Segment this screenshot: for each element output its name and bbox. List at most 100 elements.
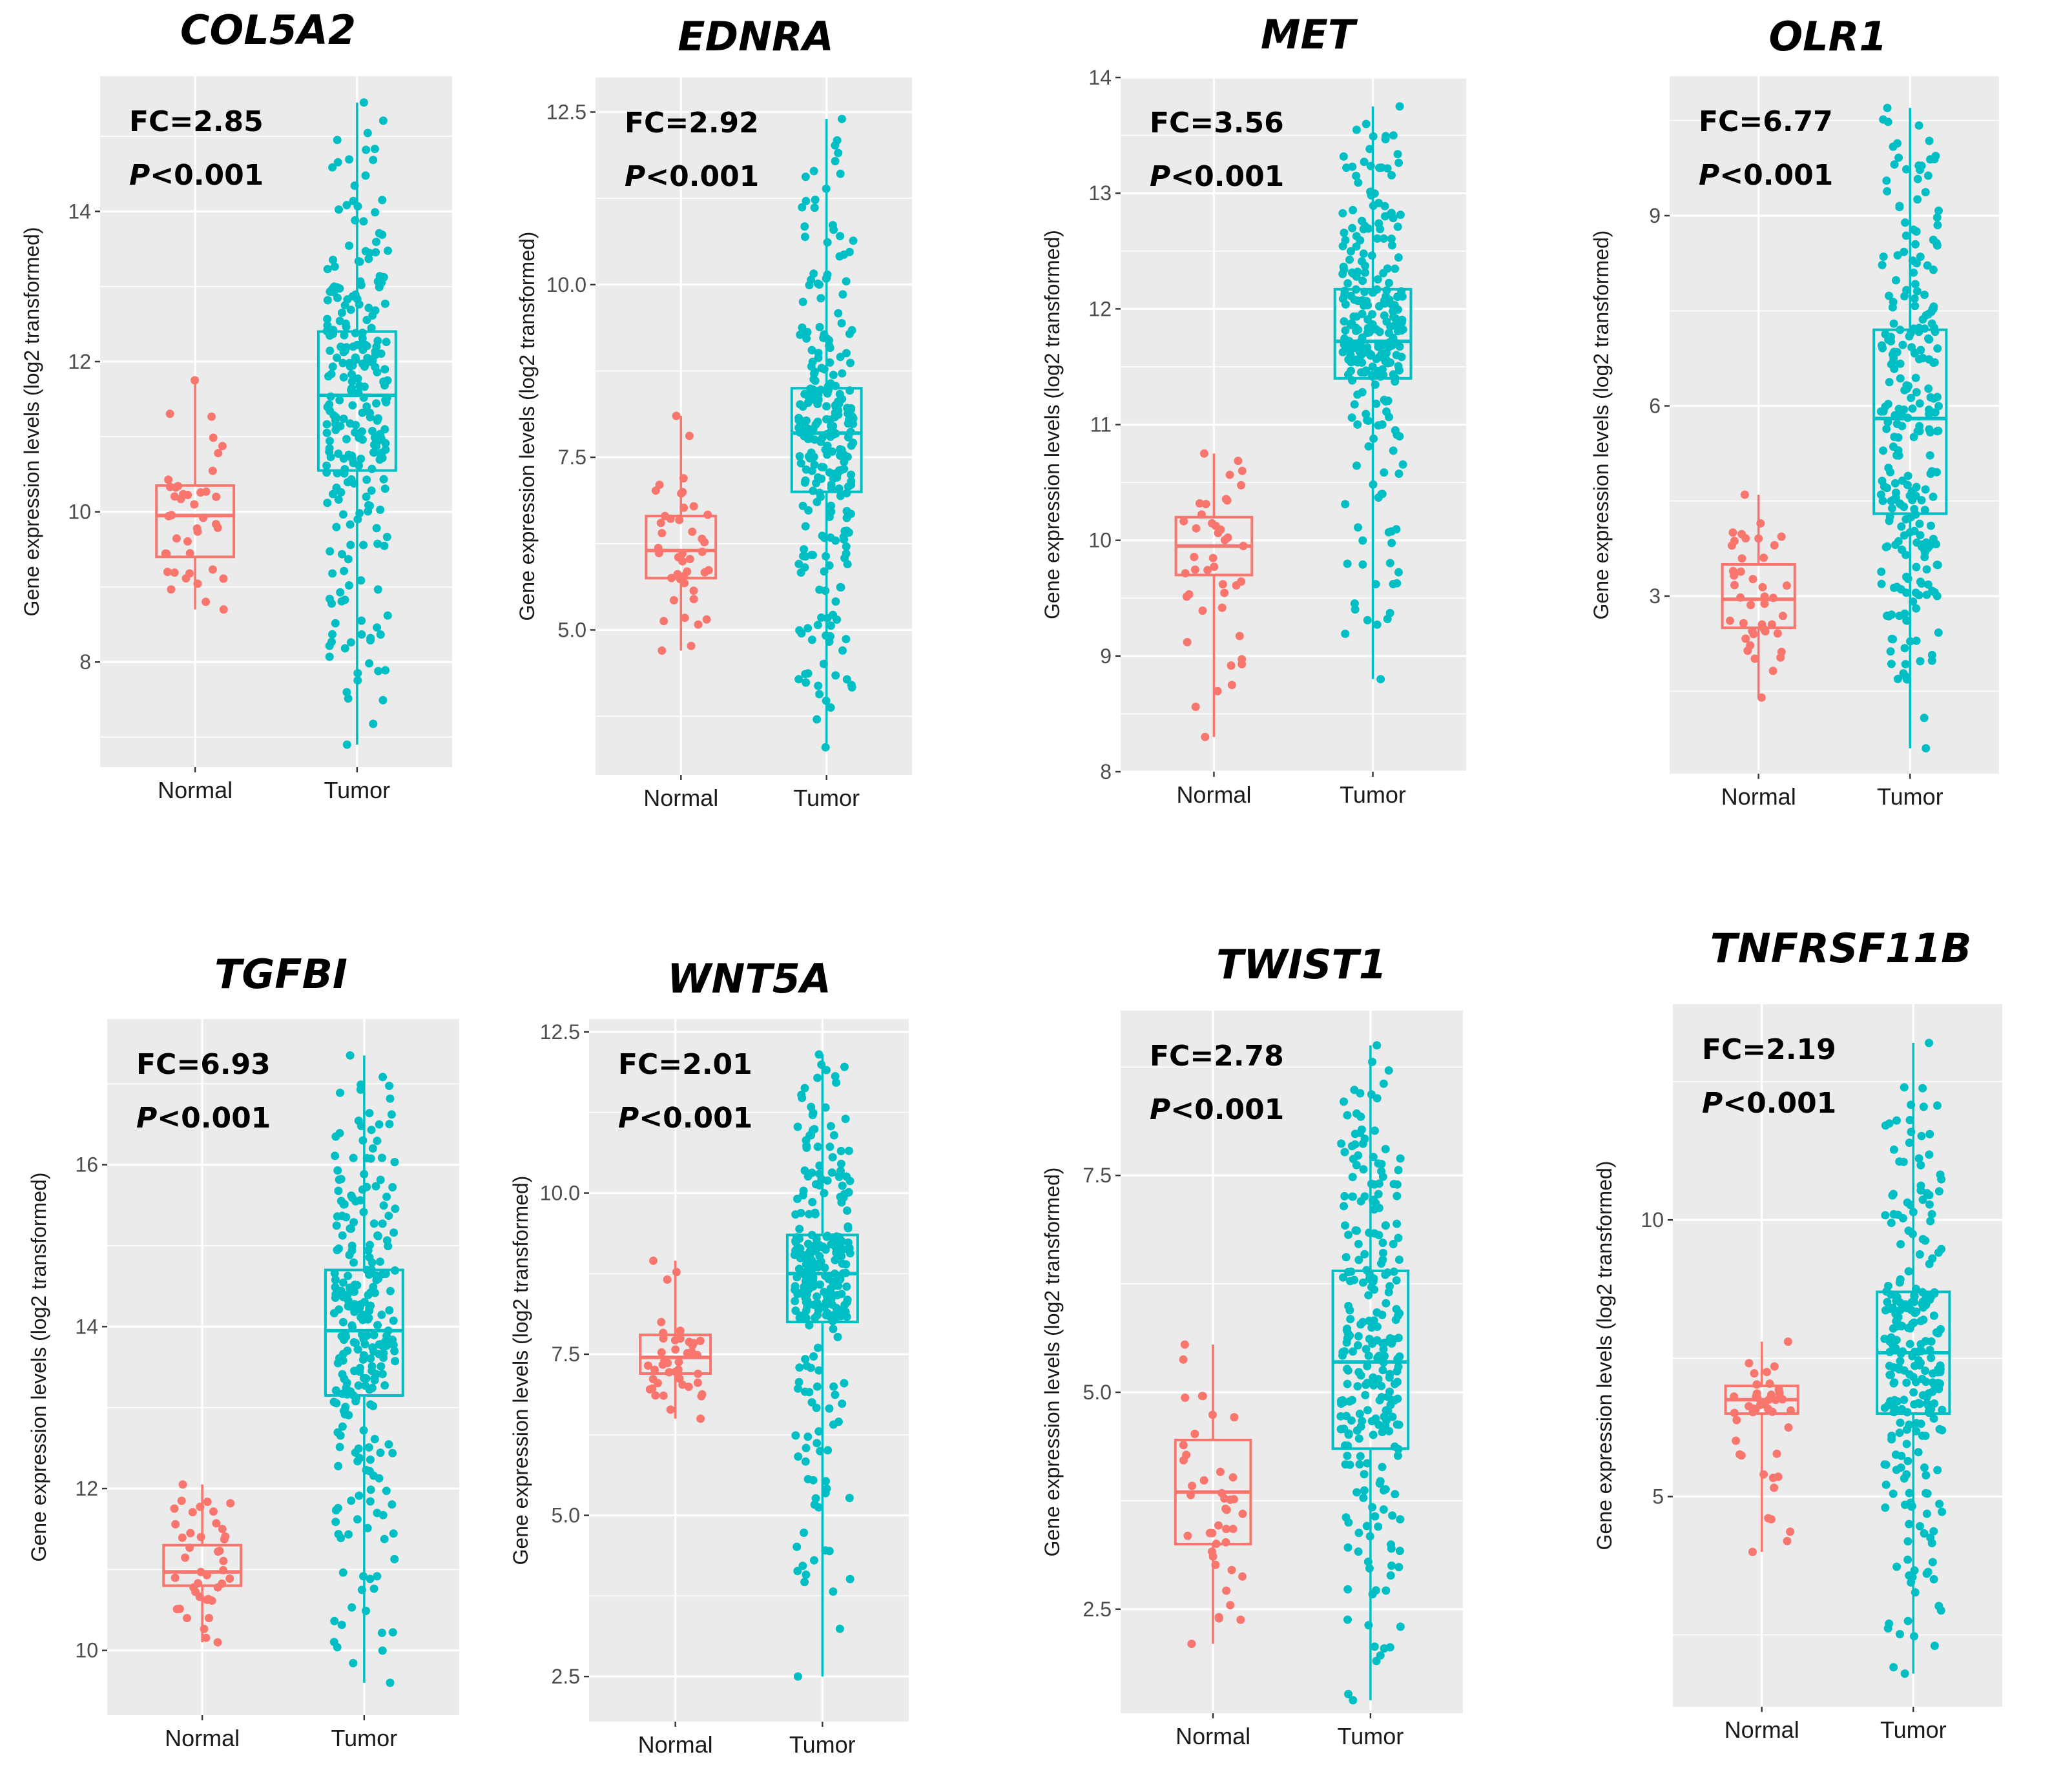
data-point xyxy=(1896,325,1905,335)
data-point xyxy=(1905,1420,1914,1429)
data-point xyxy=(1384,1066,1393,1075)
data-point xyxy=(343,478,352,487)
data-point xyxy=(1928,1387,1937,1396)
data-point xyxy=(805,1321,814,1330)
data-point xyxy=(658,529,667,538)
data-point xyxy=(1750,1369,1759,1378)
box-normal xyxy=(1174,1340,1252,1648)
data-point xyxy=(351,353,360,362)
data-point xyxy=(821,1489,830,1498)
data-point xyxy=(693,1378,702,1387)
data-point xyxy=(1881,1121,1890,1130)
data-point xyxy=(1393,1367,1402,1375)
data-point xyxy=(1364,442,1373,451)
data-point xyxy=(1396,1622,1405,1631)
data-point xyxy=(178,1533,187,1542)
data-point xyxy=(1352,125,1361,134)
data-point xyxy=(842,526,851,535)
data-point xyxy=(384,1211,393,1221)
data-point xyxy=(327,637,336,646)
data-point xyxy=(842,489,851,498)
data-point xyxy=(161,549,170,558)
data-point xyxy=(171,1573,180,1582)
data-point xyxy=(1343,1366,1352,1375)
data-point xyxy=(377,1362,386,1371)
data-point xyxy=(1356,1371,1365,1380)
data-point xyxy=(1208,1547,1216,1556)
data-point xyxy=(1228,1473,1238,1482)
data-point xyxy=(219,1556,228,1565)
data-point xyxy=(335,205,343,214)
data-point xyxy=(815,1181,824,1190)
data-point xyxy=(322,468,331,477)
data-point xyxy=(1768,1474,1777,1482)
data-point xyxy=(1380,234,1388,243)
data-point xyxy=(337,1620,346,1629)
data-point xyxy=(349,1391,358,1400)
data-point xyxy=(374,666,383,675)
data-point xyxy=(1389,580,1398,588)
data-point xyxy=(849,236,858,245)
data-point xyxy=(170,568,179,577)
data-point xyxy=(333,1503,342,1512)
data-point xyxy=(1394,1233,1403,1242)
data-point xyxy=(1918,1235,1927,1244)
data-point xyxy=(334,449,343,458)
data-point xyxy=(373,585,382,594)
data-point xyxy=(801,1293,810,1303)
data-point xyxy=(342,1213,351,1222)
data-point xyxy=(696,1414,705,1423)
data-point xyxy=(838,1181,847,1190)
data-point xyxy=(340,1374,349,1383)
data-point xyxy=(1363,329,1372,337)
data-point xyxy=(820,1189,829,1198)
data-point xyxy=(328,327,337,336)
data-point xyxy=(1737,554,1746,563)
data-point xyxy=(1934,1602,1943,1611)
data-point xyxy=(1920,553,1929,562)
data-point xyxy=(800,563,809,572)
data-point xyxy=(1910,1566,1919,1575)
data-point xyxy=(1895,499,1904,508)
data-point xyxy=(817,364,826,373)
data-point xyxy=(1909,225,1918,234)
data-point xyxy=(836,445,845,454)
data-point xyxy=(331,1386,340,1395)
data-point xyxy=(322,428,331,437)
data-point xyxy=(366,1574,375,1583)
data-point xyxy=(1879,252,1888,261)
data-point xyxy=(388,1448,397,1458)
data-point xyxy=(1936,1361,1945,1370)
data-point xyxy=(390,1158,399,1166)
data-point xyxy=(225,1574,234,1583)
data-point xyxy=(842,635,851,644)
data-point xyxy=(334,1530,343,1539)
data-point xyxy=(1894,153,1903,162)
fold-change-label: FC=2.19 xyxy=(1702,1033,1836,1066)
data-point xyxy=(659,1391,668,1400)
data-point xyxy=(1238,1509,1247,1518)
data-point xyxy=(330,262,339,271)
data-point xyxy=(1883,612,1892,620)
data-point xyxy=(1387,1561,1396,1570)
data-point xyxy=(336,1431,345,1440)
data-point xyxy=(323,265,332,274)
data-point xyxy=(204,1594,213,1603)
data-point xyxy=(1379,269,1388,278)
data-point xyxy=(1340,229,1349,237)
data-point xyxy=(356,277,365,286)
data-point xyxy=(649,1256,658,1265)
data-point xyxy=(1920,506,1929,515)
data-point xyxy=(1395,1547,1404,1556)
data-point xyxy=(1881,1480,1891,1489)
data-point xyxy=(342,201,351,210)
data-point xyxy=(1347,1416,1356,1425)
data-point xyxy=(824,1275,833,1284)
data-point xyxy=(1383,1268,1392,1277)
data-point xyxy=(213,1583,222,1592)
data-point xyxy=(167,585,176,594)
data-point xyxy=(1356,1112,1365,1121)
data-point xyxy=(1349,269,1358,278)
data-point xyxy=(1883,542,1892,551)
